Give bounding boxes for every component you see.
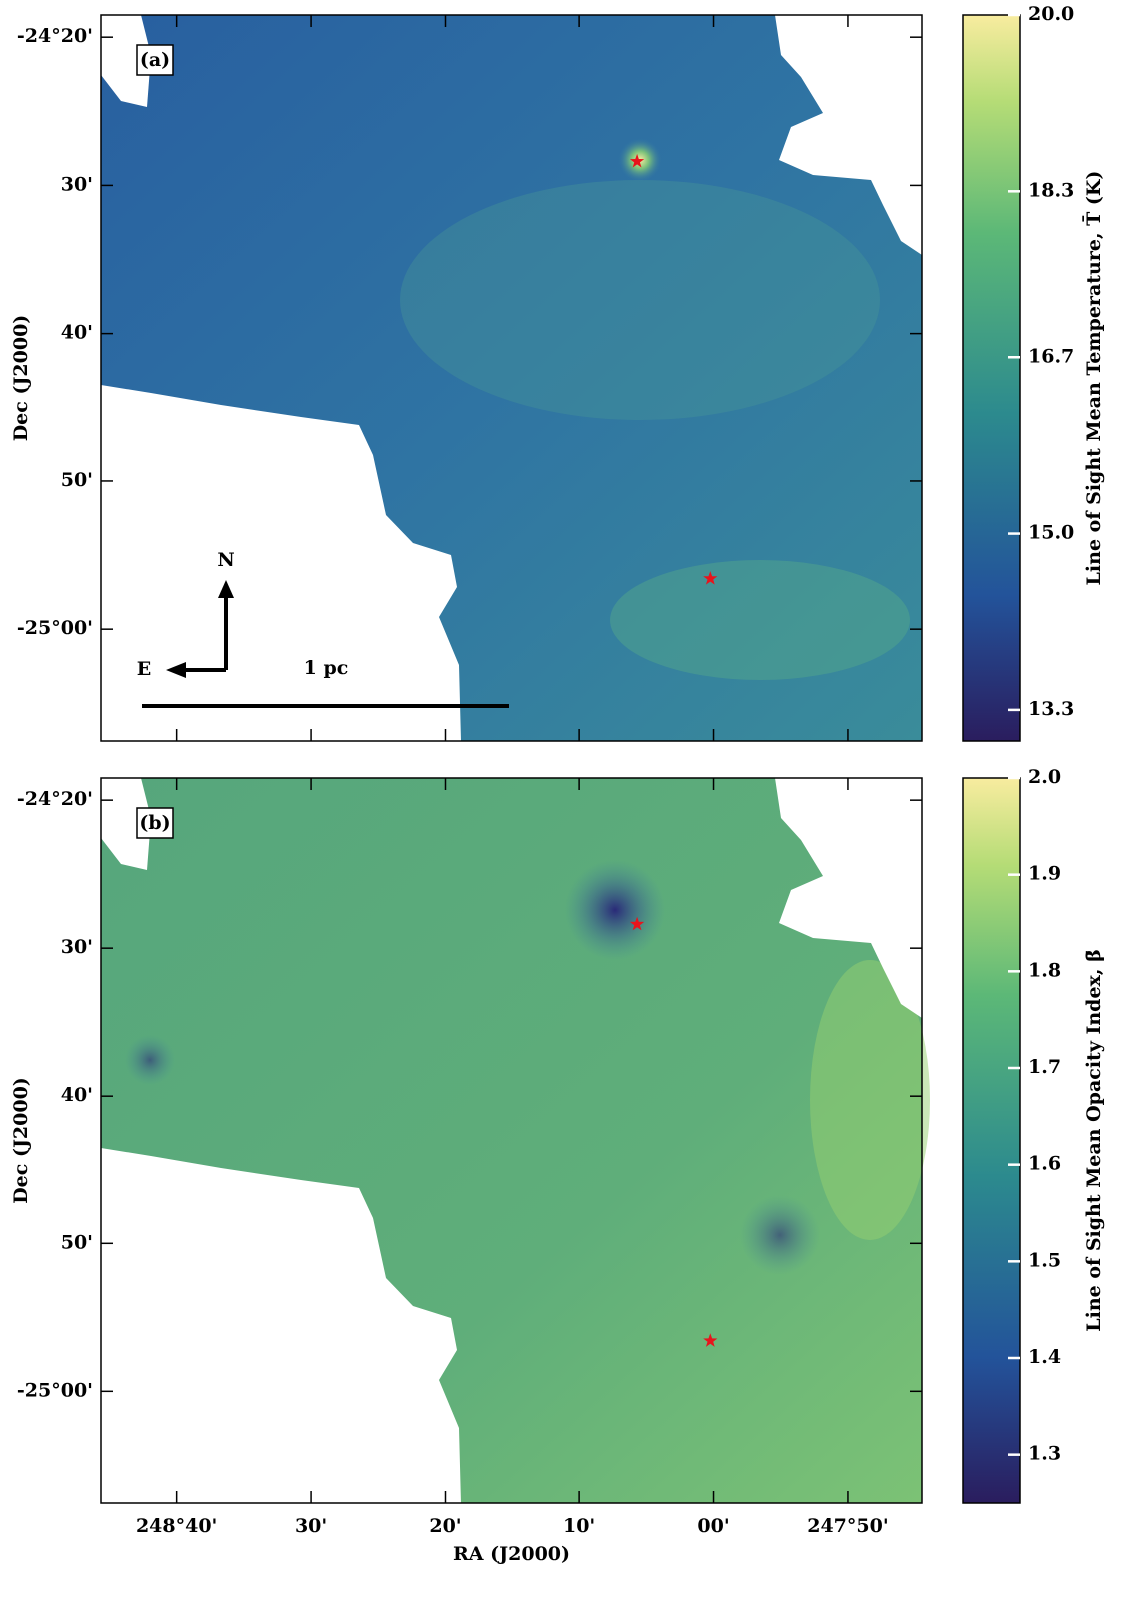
warm-filament (610, 560, 910, 680)
mask (101, 385, 461, 741)
y-tick-label: -25°00' (17, 617, 93, 639)
colorbar-tick-label: 1.7 (1028, 1056, 1061, 1078)
source-star (703, 1333, 718, 1347)
mask (775, 778, 922, 1018)
colorbar-tick-label: 1.8 (1028, 959, 1061, 981)
warm-filament (400, 180, 880, 420)
high-beta (810, 960, 930, 1240)
colorbar-tick-label: 1.5 (1028, 1249, 1061, 1271)
panel-label: (a) (140, 49, 170, 71)
y-tick-label: -25°00' (17, 1379, 93, 1401)
compass-east: E (137, 658, 151, 680)
x-tick-label: 10' (563, 1515, 595, 1537)
compass-head (166, 662, 186, 678)
compass-head (218, 580, 234, 598)
y-tick-label: 30' (61, 936, 93, 958)
colorbar-label: Line of Sight Mean Opacity Index, β̄ (1083, 949, 1105, 1331)
panel-label-box (136, 44, 174, 76)
mask (101, 15, 151, 107)
scale-bar-label: 1 pc (304, 657, 349, 679)
plot-frame (100, 777, 923, 1504)
x-tick-label: 30' (295, 1515, 327, 1537)
plot-frame (100, 14, 923, 742)
colorbar-tick-label: 15.0 (1028, 522, 1074, 544)
colorbar-tick-label: 2.0 (1028, 766, 1061, 788)
colorbar-tick-label: 13.3 (1028, 698, 1074, 720)
y-tick-label: -24°20' (17, 788, 93, 810)
mask (775, 15, 922, 255)
colorbar-tick-label: 20.0 (1028, 3, 1074, 25)
colorbar (962, 777, 1021, 1504)
panel-label-box (136, 807, 174, 839)
colorbar-tick-label: 16.7 (1028, 345, 1074, 367)
colorbar-tick-label: 18.3 (1028, 179, 1074, 201)
colorbar-tick-label: 1.3 (1028, 1443, 1061, 1465)
colorbar-tick-label: 1.6 (1028, 1153, 1061, 1175)
colorbar-tick-label: 1.4 (1028, 1346, 1061, 1368)
y-tick-label: 40' (61, 322, 93, 344)
x-tick-label: 247°50' (807, 1515, 888, 1537)
y-tick-label: 50' (61, 1231, 93, 1253)
y-axis-label: Dec (J2000) (10, 315, 32, 442)
colorbar (962, 14, 1021, 742)
x-axis-label: RA (J2000) (453, 1543, 570, 1565)
mask (101, 1148, 461, 1504)
colorbar-tick-label: 1.9 (1028, 863, 1061, 885)
cold-spot (565, 860, 665, 960)
panel-label: (b) (139, 812, 170, 834)
mask (101, 778, 151, 870)
source-star (629, 916, 645, 931)
y-tick-label: 40' (61, 1084, 93, 1106)
compass-north: N (217, 549, 234, 571)
map-image (101, 15, 922, 741)
x-tick-label: 20' (429, 1515, 461, 1537)
colorbar-label: Line of Sight Mean Temperature, T̄ (K) (1083, 171, 1105, 586)
cold-spot (740, 1195, 820, 1275)
y-tick-label: -24°20' (17, 25, 93, 47)
x-tick-label: 248°40' (136, 1515, 217, 1537)
x-tick-label: 00' (697, 1515, 729, 1537)
y-tick-label: 50' (61, 469, 93, 491)
cold-spot (125, 1035, 175, 1085)
map-image (101, 778, 930, 1504)
y-axis-label: Dec (J2000) (10, 1077, 32, 1204)
source-star (703, 571, 718, 585)
source-star (629, 153, 645, 168)
y-tick-label: 30' (61, 173, 93, 195)
